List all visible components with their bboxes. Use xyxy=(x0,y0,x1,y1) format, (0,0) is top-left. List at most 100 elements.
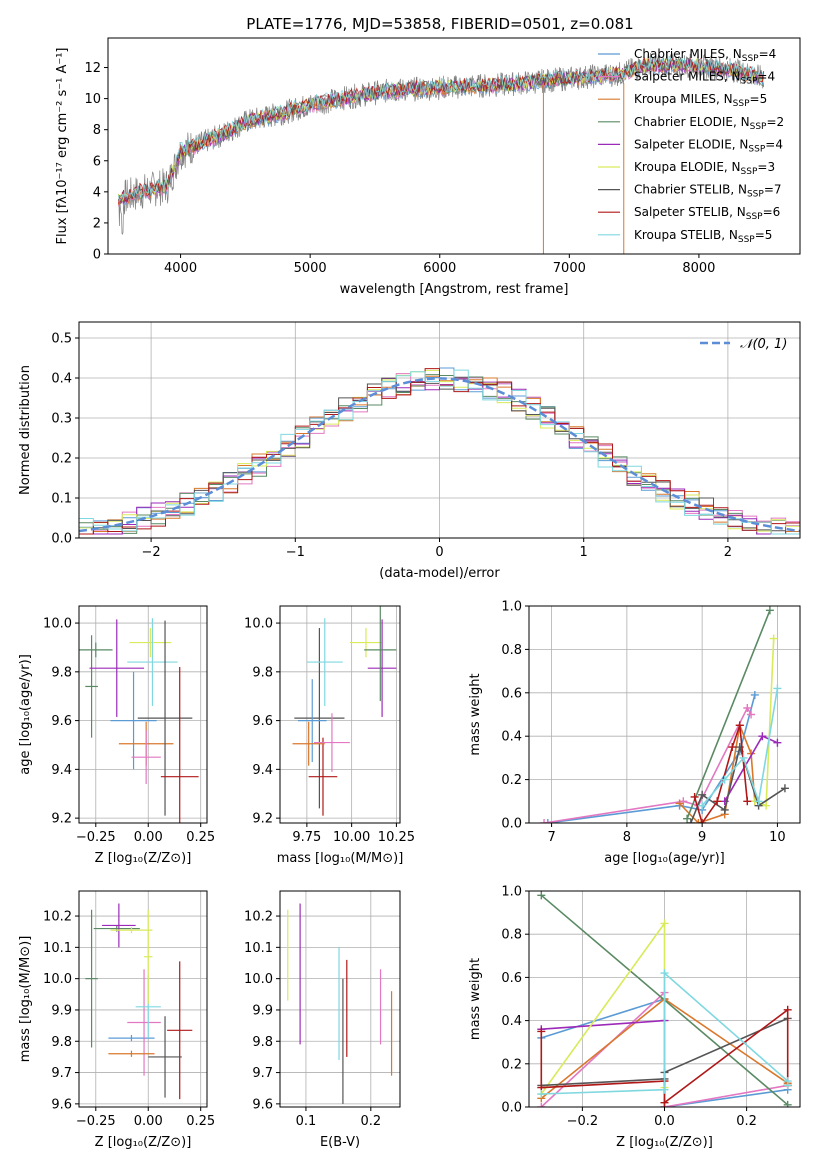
plot-area xyxy=(79,618,199,823)
y-axis-label: mass weight xyxy=(468,673,483,755)
y-tick-label: 9.6 xyxy=(51,714,72,729)
y-tick-label: 10 xyxy=(84,92,101,107)
error-bar-point xyxy=(160,666,199,823)
error-bar-point xyxy=(148,1016,182,1098)
weight-point-marker xyxy=(750,690,759,699)
y-axis-label: mass weight xyxy=(468,958,483,1040)
y-tick-label: 9.2 xyxy=(252,812,273,827)
y-tick-label: 9.7 xyxy=(51,1066,72,1081)
weight-point-marker xyxy=(537,891,546,900)
error-bar-point xyxy=(306,618,343,706)
panel-ebv-mass: 0.1 0.2 9.6 9.7 9.8 9.9 10.0 10.1 10.2 E(B-V) xyxy=(244,890,401,1150)
y-tick-label: 9.2 xyxy=(51,812,72,827)
y-tick-label: 10.2 xyxy=(244,910,273,925)
error-bar-point xyxy=(137,620,193,816)
plot-area xyxy=(79,367,800,535)
y-tick-label: 4 xyxy=(93,185,101,200)
error-bar-point xyxy=(85,909,98,1048)
x-tick-label: 1 xyxy=(580,545,588,560)
error-bar-point xyxy=(308,737,338,816)
panel-spectrum: Chabrier MILES, NSSP=4 Salpeter MILES, NS… xyxy=(55,37,801,297)
error-bar-point xyxy=(108,1050,155,1057)
y-tick-label: 0.5 xyxy=(51,332,72,347)
x-axis-label: (data-model)/error xyxy=(379,566,500,581)
weight-point-marker xyxy=(780,784,789,793)
x-tick-label: 0.25 xyxy=(186,1114,215,1129)
y-tick-label: 9.6 xyxy=(51,1097,72,1112)
y-tick-label: 0.6 xyxy=(501,971,522,986)
weight-point-marker xyxy=(762,801,771,810)
y-tick-label: 9.8 xyxy=(51,665,72,680)
error-bar-point xyxy=(314,713,350,772)
error-bar-point xyxy=(89,619,145,717)
weight-point-marker xyxy=(698,819,707,823)
x-axis-label: Z [log₁₀(Z/Z⊙)] xyxy=(616,1135,713,1150)
axes-frame xyxy=(279,605,401,824)
x-tick-label: 0.00 xyxy=(134,1114,163,1129)
weight-point-marker xyxy=(537,1027,546,1036)
weight-point-marker xyxy=(686,819,695,823)
y-tick-label: 10.0 xyxy=(43,617,72,632)
y-tick-label: 0.0 xyxy=(51,532,72,547)
legend-label: Salpeter STELIB, NSSP=6 xyxy=(634,205,780,222)
y-tick-label: 8 xyxy=(93,123,101,138)
spectrum-model-line xyxy=(118,55,765,202)
weight-point-marker xyxy=(675,799,684,808)
weight-point-marker xyxy=(783,1100,792,1107)
error-bar-point xyxy=(127,969,161,1076)
x-tick-label: 7000 xyxy=(553,261,586,276)
weight-point-marker xyxy=(769,634,778,643)
x-tick-label: 0.0 xyxy=(654,1114,675,1129)
weight-point-marker xyxy=(747,710,756,719)
weight-point-marker xyxy=(660,1098,669,1107)
panel-z-age: −0.25 0.00 0.25 9.2 9.4 9.6 9.8 10.0 Z [log₁₀(Z/… xyxy=(18,605,215,866)
weight-point-marker xyxy=(743,703,752,712)
error-bar-point xyxy=(127,618,178,706)
x-axis-label: E(B-V) xyxy=(320,1135,360,1150)
axes-frame xyxy=(78,605,208,824)
panel-mass-age: 9.75 10.00 10.25 9.2 9.4 9.6 9.8 10.0 mass [log₁… xyxy=(244,605,415,866)
y-tick-label: 0.0 xyxy=(501,817,522,832)
y-axis-label: Normed distribution xyxy=(18,365,33,495)
x-tick-label: 10.00 xyxy=(333,830,370,845)
error-bar-point xyxy=(131,730,161,784)
x-tick-label: 0.1 xyxy=(296,1114,317,1129)
error-bar-point xyxy=(364,606,397,702)
y-tick-label: 0.2 xyxy=(501,1057,522,1072)
error-bar-point xyxy=(367,619,397,717)
x-tick-label: −0.25 xyxy=(76,1114,116,1129)
weight-point-marker xyxy=(698,790,707,799)
x-axis-label: mass [log₁₀(M/M⊙)] xyxy=(277,851,404,866)
weight-series-line xyxy=(693,725,749,823)
x-tick-label: −1 xyxy=(286,545,305,560)
y-tick-label: 9.4 xyxy=(252,763,273,778)
legend-label: 𝒩(0, 1) xyxy=(740,337,787,352)
x-tick-label: −0.2 xyxy=(567,1114,599,1129)
x-tick-label: 10.25 xyxy=(378,830,415,845)
x-tick-label: 7 xyxy=(547,830,555,845)
weight-point-marker xyxy=(735,721,744,730)
x-tick-label: 9.75 xyxy=(292,830,321,845)
legend-label: Salpeter MILES, NSSP=4 xyxy=(634,70,775,87)
y-tick-label: 0.4 xyxy=(51,372,72,387)
x-tick-label: −0.25 xyxy=(76,830,116,845)
y-tick-label: 0.2 xyxy=(501,773,522,788)
weight-point-marker xyxy=(690,792,699,801)
weight-point-marker xyxy=(537,1103,546,1107)
weight-point-marker xyxy=(773,684,782,693)
y-tick-label: 1.0 xyxy=(501,600,522,615)
y-tick-label: 6 xyxy=(93,154,101,169)
y-tick-label: 0 xyxy=(93,248,101,263)
error-bar-point xyxy=(85,635,98,738)
y-tick-label: 10.1 xyxy=(43,941,72,956)
y-axis-label: age [log₁₀(age/yr)] xyxy=(18,654,33,775)
axes-frame xyxy=(528,605,801,824)
weight-point-marker xyxy=(739,753,748,762)
error-bar-point xyxy=(79,642,113,658)
y-tick-label: 12 xyxy=(84,61,101,76)
weight-series-line xyxy=(541,1019,665,1030)
panel-residuals: 𝒩(0, 1) −2 −1 0 1 2 0.0 0.1 0.2 0.3 0.4 0.5 (data-mo… xyxy=(18,321,801,581)
error-bar-point xyxy=(102,903,136,948)
plot-area xyxy=(85,903,193,1100)
weight-point-marker xyxy=(660,1085,669,1094)
